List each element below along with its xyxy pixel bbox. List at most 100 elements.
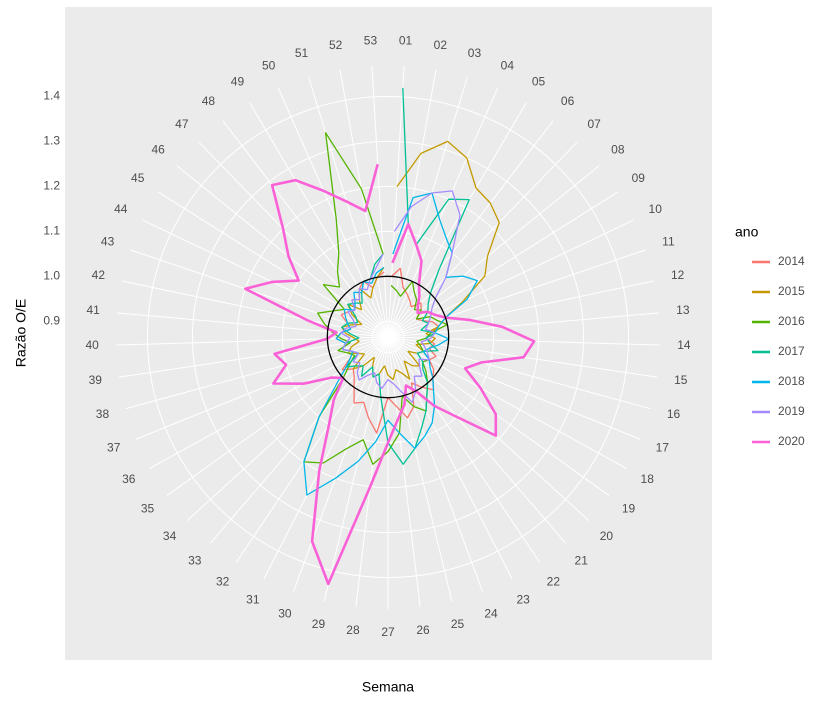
grid-spoke xyxy=(387,165,600,338)
x-tick-label: 11 xyxy=(662,234,675,248)
grid-spoke xyxy=(387,336,627,469)
grid-spoke xyxy=(387,336,484,593)
grid-spoke xyxy=(117,312,389,338)
legend-label: 2014 xyxy=(778,254,805,268)
grid-spoke xyxy=(387,69,437,338)
grid-spoke xyxy=(371,65,389,338)
x-tick-label: 44 xyxy=(114,202,128,216)
y-tick-label: 1.0 xyxy=(43,268,60,282)
x-tick-label: 10 xyxy=(649,202,663,216)
x-tick-label: 08 xyxy=(611,143,625,157)
x-tick-label: 36 xyxy=(122,472,136,486)
x-tick-label: 19 xyxy=(622,502,636,516)
x-tick-label: 14 xyxy=(677,338,691,352)
grid-spoke xyxy=(118,336,389,378)
x-tick-label: 43 xyxy=(101,234,115,248)
x-tick-label: 53 xyxy=(364,34,378,48)
grid-spoke xyxy=(387,336,566,544)
x-tick-label: 42 xyxy=(92,268,106,282)
x-tick-label: 27 xyxy=(381,625,395,639)
x-tick-label: 26 xyxy=(416,623,430,637)
x-tick-label: 30 xyxy=(278,607,292,621)
grid-spoke xyxy=(387,280,655,338)
x-tick-label: 49 xyxy=(231,74,245,88)
grid-spoke xyxy=(157,191,389,338)
grid-spoke xyxy=(149,336,389,469)
x-tick-label: 48 xyxy=(202,94,216,108)
grid-spoke xyxy=(308,76,389,338)
y-tick-label: 1.1 xyxy=(43,224,60,238)
legend-label: 2015 xyxy=(778,284,805,298)
x-tick-label: 07 xyxy=(587,117,601,131)
grid-spoke xyxy=(292,336,389,593)
grid-spoke xyxy=(339,69,389,338)
x-tick-label: 05 xyxy=(532,74,546,88)
x-tick-label: 40 xyxy=(85,338,99,352)
x-tick-label: 46 xyxy=(151,143,165,157)
y-tick-label: 1.4 xyxy=(43,89,60,103)
series-line xyxy=(244,163,536,586)
x-tick-label: 28 xyxy=(346,623,360,637)
grid-spoke xyxy=(387,336,541,563)
x-tick-label: 13 xyxy=(676,303,690,317)
grid-spoke xyxy=(387,249,646,338)
grid-spoke xyxy=(387,65,405,338)
grid-spoke xyxy=(263,336,389,580)
x-tick-label: 35 xyxy=(141,502,155,516)
x-tick-label: 34 xyxy=(163,529,177,543)
x-tick-label: 45 xyxy=(131,171,145,185)
grid-spoke xyxy=(387,336,421,608)
x-tick-label: 17 xyxy=(656,440,670,454)
legend-label: 2018 xyxy=(778,374,805,388)
x-tick-label: 51 xyxy=(295,46,309,60)
y-tick-label: 0.9 xyxy=(43,313,60,327)
grid-spoke xyxy=(387,336,651,410)
x-tick-label: 03 xyxy=(468,46,482,60)
x-tick-label: 32 xyxy=(216,575,230,589)
x-tick-label: 24 xyxy=(484,607,498,621)
grid-spoke xyxy=(387,336,453,602)
y-tick-label: 1.3 xyxy=(43,134,60,148)
grid-spoke xyxy=(387,120,554,338)
x-tick-label: 18 xyxy=(641,472,655,486)
series-line xyxy=(303,132,449,465)
grid-spoke xyxy=(249,102,389,338)
y-axis-title: Razão O/E xyxy=(13,299,29,367)
x-tick-label: 21 xyxy=(575,553,589,567)
grid-spoke xyxy=(125,336,389,410)
reference-circle xyxy=(326,275,450,399)
grid-spoke xyxy=(116,336,389,346)
x-tick-label: 47 xyxy=(175,117,189,131)
x-tick-label: 31 xyxy=(246,593,260,607)
grid-spoke xyxy=(387,336,610,496)
x-tick-label: 16 xyxy=(667,407,681,421)
grid-spoke xyxy=(355,336,389,608)
grid-spoke xyxy=(387,102,527,338)
x-tick-label: 15 xyxy=(674,373,688,387)
x-tick-label: 37 xyxy=(107,440,121,454)
x-tick-label: 41 xyxy=(86,303,100,317)
x-tick-label: 06 xyxy=(561,94,575,108)
x-tick-label: 01 xyxy=(399,34,413,48)
x-tick-label: 04 xyxy=(501,58,515,72)
x-tick-label: 50 xyxy=(262,58,276,72)
grid-spoke xyxy=(135,336,389,440)
x-tick-label: 12 xyxy=(671,268,685,282)
grid-spoke xyxy=(166,336,389,496)
grid-spoke xyxy=(198,141,389,338)
plot-area xyxy=(244,87,536,586)
x-tick-label: 23 xyxy=(516,593,530,607)
x-tick-label: 22 xyxy=(547,575,561,589)
legend-title: ano xyxy=(735,224,759,240)
grid xyxy=(116,65,660,609)
series-line xyxy=(303,192,478,496)
x-tick-label: 38 xyxy=(96,407,110,421)
x-tick-label: 09 xyxy=(632,171,646,185)
x-tick-label: 20 xyxy=(600,529,614,543)
grid-spoke xyxy=(387,76,468,338)
x-tick-label: 25 xyxy=(451,617,465,631)
x-tick-label: 39 xyxy=(89,373,103,387)
y-tick-label: 1.2 xyxy=(43,179,60,193)
grid-spoke xyxy=(387,141,578,338)
grid-spoke xyxy=(142,219,389,338)
